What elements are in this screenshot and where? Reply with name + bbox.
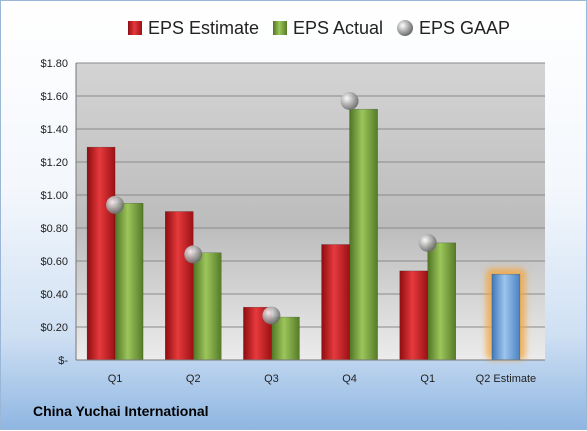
bar-q2-estimate bbox=[491, 273, 521, 361]
gridlines bbox=[76, 62, 545, 361]
y-tick-label: $0.60 bbox=[40, 256, 68, 268]
y-tick-label: $- bbox=[58, 355, 68, 367]
x-tick-label: Q1 bbox=[420, 373, 435, 385]
legend-swatch-eps-gaap bbox=[397, 20, 413, 36]
x-axis: Q1 Q2 Q3 Q4 Q1 Q2 Estimate bbox=[76, 359, 545, 385]
legend-label-eps-gaap: EPS GAAP bbox=[419, 18, 510, 38]
y-tick-label: $1.00 bbox=[40, 190, 68, 202]
legend-swatch-eps-estimate bbox=[128, 21, 142, 35]
bars bbox=[86, 108, 526, 361]
y-tick-label: $1.40 bbox=[40, 124, 68, 136]
bar-eps-actual bbox=[271, 316, 300, 361]
legend-label-eps-estimate: EPS Estimate bbox=[148, 18, 259, 38]
bar-eps-actual bbox=[193, 252, 222, 361]
gaap-markers bbox=[106, 91, 437, 325]
bar-eps-estimate bbox=[165, 211, 194, 361]
bar-eps-actual bbox=[427, 242, 456, 361]
marker-eps-gaap bbox=[106, 195, 125, 214]
y-tick-label: $1.60 bbox=[40, 91, 68, 103]
x-tick-label: Q1 bbox=[108, 373, 123, 385]
x-tick-label: Q2 Estimate bbox=[476, 373, 537, 385]
bar-eps-estimate bbox=[86, 146, 116, 361]
bar-eps-actual bbox=[349, 108, 378, 361]
company-name: China Yuchai International bbox=[33, 403, 209, 419]
x-tick-label: Q3 bbox=[264, 373, 279, 385]
y-tick-label: $0.40 bbox=[40, 289, 68, 301]
marker-eps-gaap bbox=[262, 306, 281, 325]
y-tick-label: $1.80 bbox=[40, 58, 68, 70]
y-tick-label: $0.20 bbox=[40, 322, 68, 334]
x-tick-label: Q2 bbox=[186, 373, 201, 385]
marker-eps-gaap bbox=[340, 91, 359, 110]
bar-eps-actual bbox=[114, 203, 144, 361]
marker-eps-gaap bbox=[184, 245, 203, 264]
marker-eps-gaap bbox=[418, 233, 437, 252]
legend: EPS Estimate EPS Actual EPS GAAP bbox=[128, 18, 510, 38]
legend-label-eps-actual: EPS Actual bbox=[293, 18, 383, 38]
y-tick-label: $0.80 bbox=[40, 223, 68, 235]
plot-area bbox=[76, 63, 545, 360]
bar-eps-estimate bbox=[321, 244, 350, 361]
y-axis: $- $0.20 $0.40 $0.60 $0.80 $1.00 $1.20 $1.40 $1.… bbox=[40, 58, 77, 367]
bar-eps-estimate bbox=[399, 270, 428, 361]
y-tick-label: $1.20 bbox=[40, 157, 68, 169]
legend-swatch-eps-actual bbox=[273, 21, 287, 35]
x-tick-label: Q4 bbox=[342, 373, 357, 385]
